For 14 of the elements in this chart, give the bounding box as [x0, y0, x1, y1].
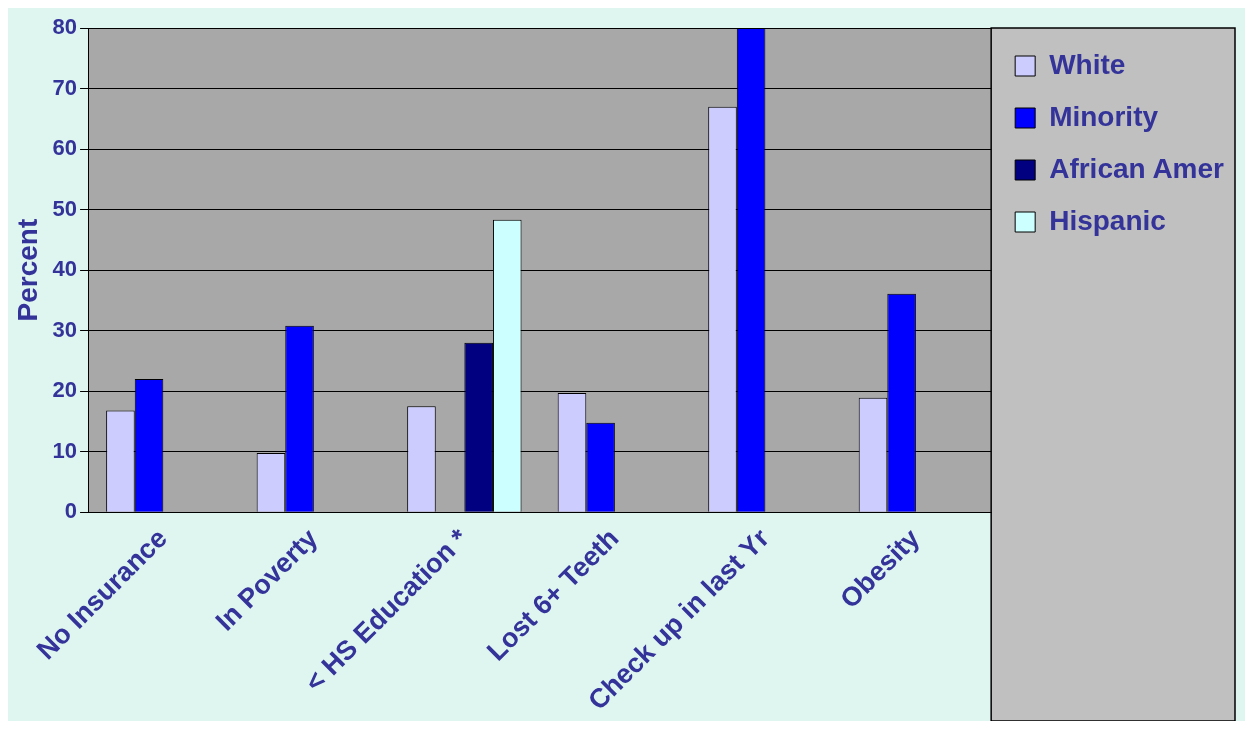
- legend-label: White: [1049, 48, 1126, 80]
- y-tick-label: 0: [64, 498, 78, 524]
- y-tick-label: 50: [52, 195, 78, 221]
- y-tick-label: 40: [52, 256, 78, 282]
- y-tick-label: 10: [52, 437, 78, 463]
- y-tick-label: 60: [52, 135, 78, 161]
- y-tick-label: 30: [52, 316, 78, 342]
- y-tick-label: 20: [52, 377, 78, 403]
- y-tick-label: 80: [52, 14, 78, 40]
- y-axis-title: Percent: [11, 218, 43, 322]
- legend-label: Minority: [1049, 100, 1159, 132]
- legend-label: African Amer: [1049, 152, 1225, 184]
- legend-label: Hispanic: [1049, 204, 1166, 236]
- y-tick-label: 70: [52, 74, 78, 100]
